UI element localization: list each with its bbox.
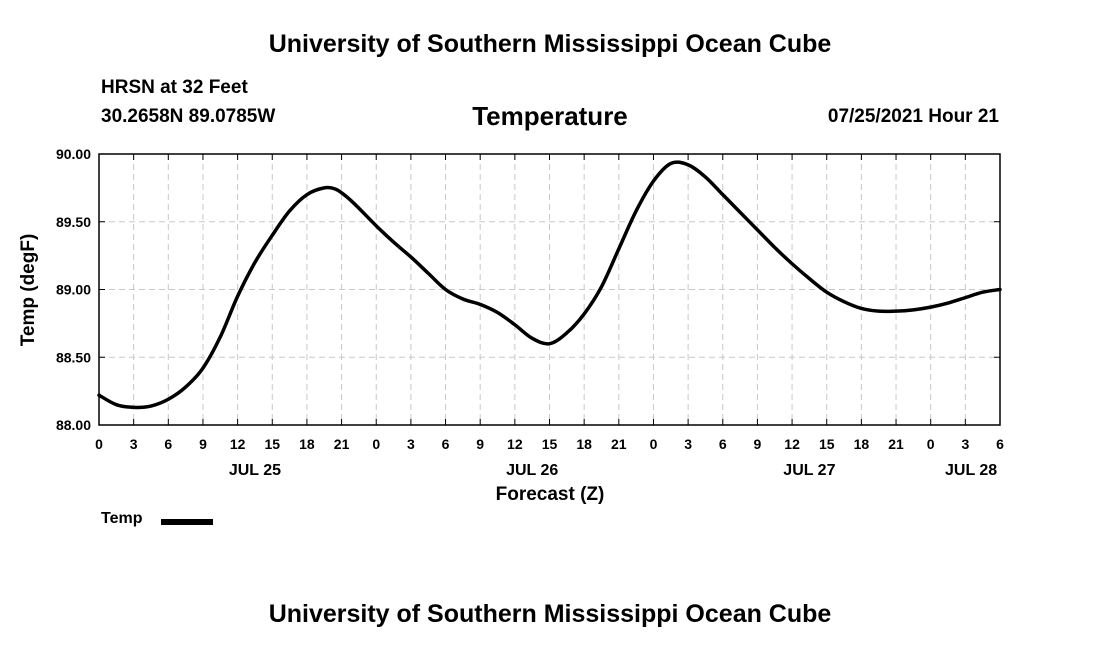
x-tick-label: 6 — [996, 436, 1004, 452]
x-tick-label: 3 — [130, 436, 138, 452]
x-axis-label: Forecast (Z) — [496, 484, 605, 505]
date-label: JUL 25 — [229, 462, 281, 479]
x-tick-label: 12 — [230, 436, 246, 452]
data-layer — [97, 160, 1002, 410]
x-tick-label: 18 — [854, 436, 870, 452]
y-tick-label: 88.00 — [56, 417, 91, 433]
station-name: HRSN at 32 Feet — [101, 77, 248, 98]
x-tick-label: 0 — [650, 436, 658, 452]
legend: Temp — [101, 510, 213, 528]
chart-title: Temperature — [472, 101, 628, 131]
plot-frame — [98, 153, 1001, 426]
x-tick-label: 3 — [684, 436, 692, 452]
date-label: JUL 27 — [783, 462, 835, 479]
legend-swatch — [161, 519, 213, 525]
y-tick-label: 88.50 — [56, 349, 91, 365]
date-label: JUL 28 — [945, 462, 997, 479]
legend-label: Temp — [101, 510, 143, 527]
bottom-title: University of Southern Mississippi Ocean… — [268, 600, 832, 628]
x-tick-label: 21 — [611, 436, 627, 452]
x-tick-label: 9 — [199, 436, 207, 452]
x-tick-label: 15 — [819, 436, 835, 452]
y-axis-label: Temp (degF) — [18, 234, 39, 347]
x-tick-label: 6 — [442, 436, 450, 452]
x-tick-label: 6 — [164, 436, 172, 452]
date-label: JUL 26 — [506, 462, 558, 479]
x-tick-label: 12 — [784, 436, 800, 452]
x-tick-label: 21 — [888, 436, 904, 452]
x-tick-label: 15 — [264, 436, 280, 452]
y-tick-label: 90.00 — [56, 146, 91, 162]
temp-series-line — [97, 160, 1002, 410]
x-tick-label: 18 — [576, 436, 592, 452]
x-tick-label: 0 — [372, 436, 380, 452]
x-tick-label: 18 — [299, 436, 315, 452]
grid-layer — [99, 154, 1000, 425]
x-tick-label: 9 — [754, 436, 762, 452]
y-tick-label: 89.50 — [56, 214, 91, 230]
x-tick-label: 12 — [507, 436, 523, 452]
x-tick-label: 9 — [476, 436, 484, 452]
station-coordinates: 30.2658N 89.0785W — [101, 106, 276, 127]
x-tick-label: 21 — [334, 436, 350, 452]
x-tick-label: 15 — [542, 436, 558, 452]
x-tick-label: 0 — [927, 436, 935, 452]
x-tick-label: 6 — [719, 436, 727, 452]
x-tick-label: 3 — [961, 436, 969, 452]
y-tick-label: 89.00 — [56, 282, 91, 298]
top-title: University of Southern Mississippi Ocean… — [268, 30, 832, 58]
label-layer: 0 3 6 9 12 15 18 21 0 3 6 9 12 15 18 21 0 3 6 9 12 15 18 21 0 3 6 8… — [56, 146, 1004, 479]
x-tick-label: 3 — [407, 436, 415, 452]
forecast-datetime: 07/25/2021 Hour 21 — [827, 106, 999, 127]
x-tick-label: 0 — [95, 436, 103, 452]
